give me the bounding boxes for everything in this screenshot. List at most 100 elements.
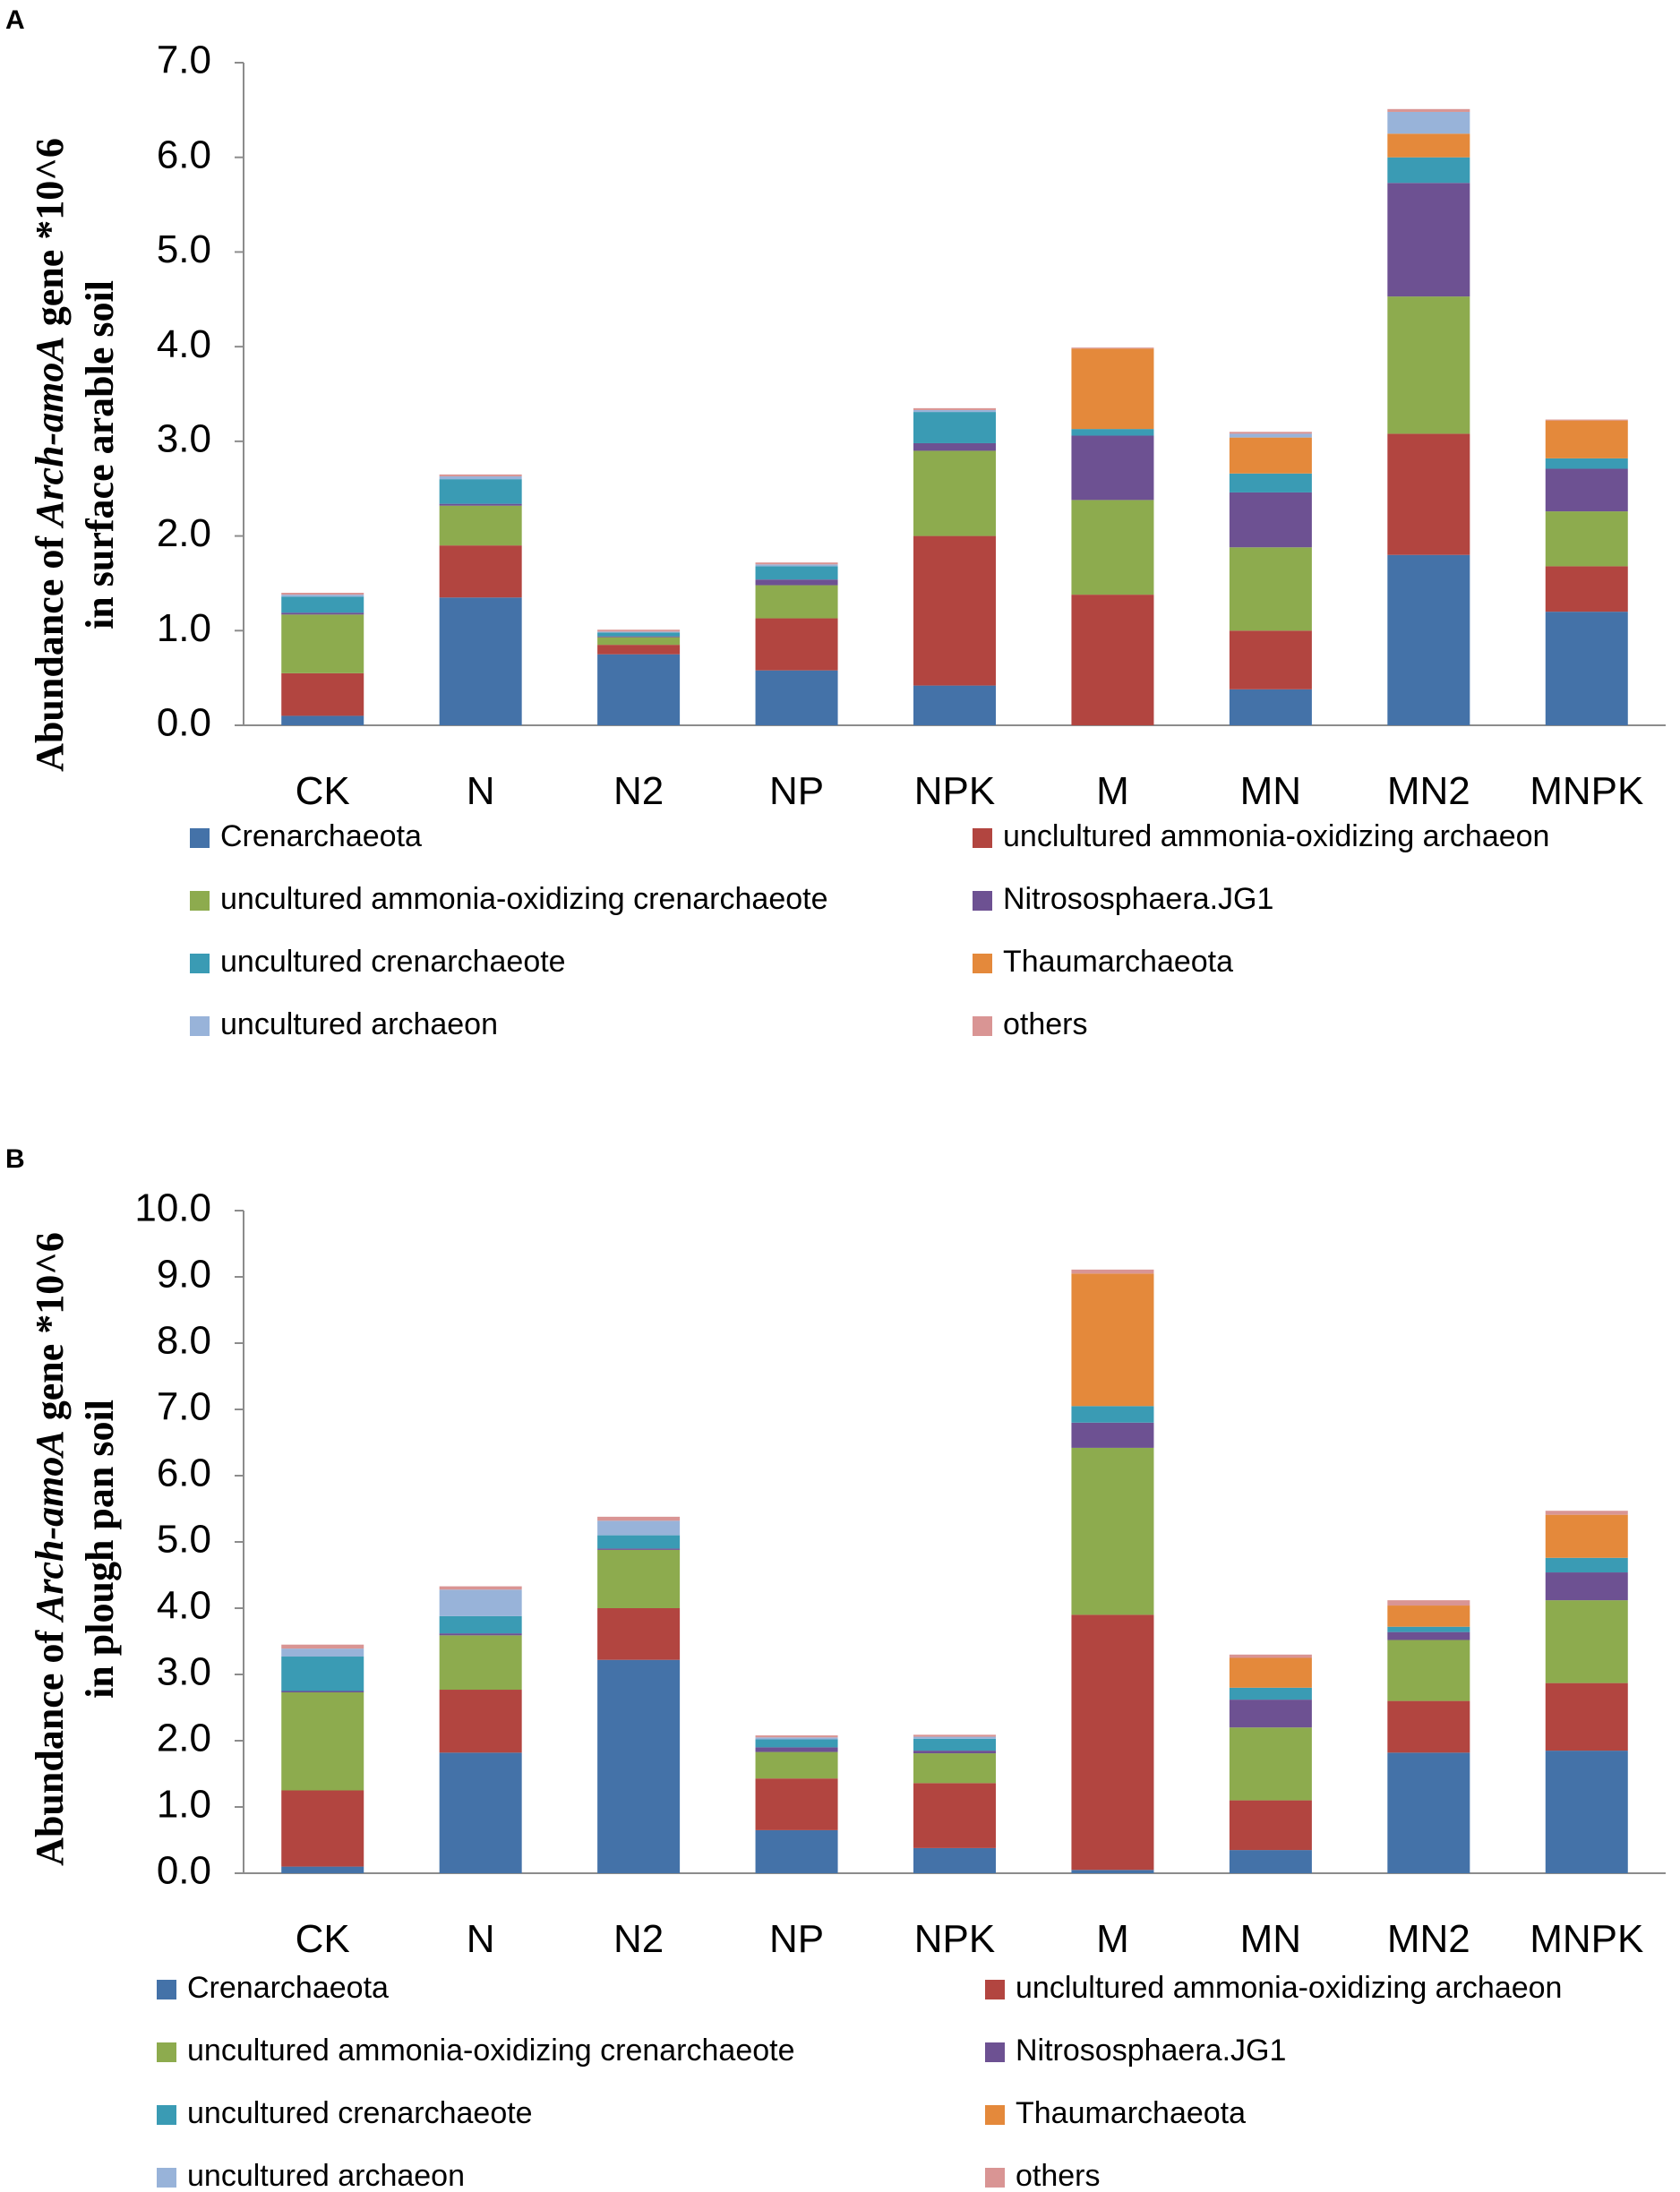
legend-item: Thaumarchaeota — [985, 2096, 1246, 2130]
legend-item: Nitrososphaera.JG1 — [973, 882, 1273, 916]
bar-segment — [1229, 689, 1312, 725]
bar-segment — [439, 475, 522, 480]
bar-segment — [597, 1535, 681, 1549]
legend-label: others — [1016, 2159, 1101, 2192]
bar-segment — [755, 1747, 838, 1752]
bar-segment — [1545, 1751, 1628, 1873]
bar-segment — [597, 1516, 681, 1521]
y-axis-title-gene-name: Arch-amoA — [28, 1430, 72, 1623]
bar-segment — [913, 1753, 996, 1784]
bar-segment — [1229, 1654, 1312, 1658]
legend-label: Nitrososphaera.JG1 — [1003, 882, 1273, 916]
x-category-label: MNPK — [1530, 769, 1643, 813]
bar-segment — [281, 672, 364, 716]
legend-label: uncultured crenarchaeote — [187, 2096, 533, 2130]
panel-label: A — [5, 5, 25, 35]
legend-swatch — [985, 2042, 1005, 2062]
bar-segment — [755, 564, 838, 567]
bar-stack-NPK — [913, 1734, 996, 1873]
y-axis-title-part: Abundance of — [28, 1621, 72, 1866]
bar-segment — [913, 1734, 996, 1737]
bar-segment — [1387, 1631, 1470, 1640]
legend-label: unclultured ammonia-oxidizing archaeon — [1016, 1971, 1562, 2005]
x-category-label: MN — [1240, 1917, 1301, 1961]
bar-segment — [1229, 630, 1312, 689]
legend-swatch — [157, 2105, 176, 2125]
x-category-label: CK — [296, 769, 350, 813]
bar-segment — [439, 474, 522, 476]
y-tick-label: 3.0 — [157, 1650, 211, 1694]
bar-segment — [1387, 1600, 1470, 1606]
bar-segment — [439, 1690, 522, 1753]
bar-segment — [913, 1736, 996, 1739]
x-category-label: CK — [296, 1917, 350, 1961]
bar-stack-MNPK — [1545, 1511, 1628, 1873]
y-tick-label: 8.0 — [157, 1319, 211, 1363]
legend-item: uncultured ammonia-oxidizing crenarchaeo… — [190, 882, 828, 916]
bar-segment — [755, 1739, 838, 1748]
y-axis-title-part: gene *10^6 — [28, 138, 72, 336]
y-axis-title: Abundance of Arch-amoA gene *10^6in plou… — [28, 1232, 122, 1866]
bar-segment — [1387, 554, 1470, 725]
legend-label: Thaumarchaeota — [1003, 945, 1233, 979]
bar-segment — [1071, 1406, 1154, 1423]
bar-segment — [1545, 566, 1628, 612]
legend-label: uncultured ammonia-oxidizing crenarchaeo… — [187, 2034, 795, 2068]
y-tick-label: 4.0 — [157, 322, 211, 366]
bar-stack-MN2 — [1387, 108, 1470, 725]
legend-item: others — [973, 1007, 1088, 1041]
legend: Crenarchaeota unclultured ammonia-oxidizi… — [190, 819, 1549, 1041]
bar-stack-N — [439, 1586, 522, 1873]
bar-stack-M — [1071, 347, 1154, 725]
bar-stack-NP — [755, 562, 838, 725]
bar-segment — [913, 407, 996, 410]
bar-segment — [597, 631, 681, 633]
bar-segment — [755, 1778, 838, 1830]
bar-stack-NPK — [913, 407, 996, 725]
bar-segment — [1387, 1752, 1470, 1873]
y-axis-title-line-1: Abundance of Arch-amoA gene *10^6 — [28, 1232, 72, 1866]
legend-item: uncultured archaeon — [190, 1007, 498, 1041]
bar-stack-MNPK — [1545, 419, 1628, 725]
bar-segment — [755, 1737, 838, 1740]
bar-segment — [1387, 1640, 1470, 1701]
x-category-label: N — [467, 769, 495, 813]
bar-segment — [1229, 1850, 1312, 1873]
legend-label: Crenarchaeota — [187, 1971, 389, 2005]
legend-label: Crenarchaeota — [220, 819, 422, 853]
legend-label: uncultured crenarchaeote — [220, 945, 566, 979]
y-axis-title-gene-name: Arch-amoA — [28, 336, 72, 529]
bar-segment — [597, 632, 681, 637]
y-tick-label: 10.0 — [134, 1186, 211, 1230]
bar-segment — [439, 1615, 522, 1634]
y-axis-title-line-1: Abundance of Arch-amoA gene *10^6 — [28, 138, 72, 772]
bar-segment — [913, 412, 996, 443]
bar-segment — [597, 1659, 681, 1873]
bar-segment — [1387, 111, 1470, 134]
bar-segment — [281, 1644, 364, 1649]
bar-stack-N2 — [597, 629, 681, 725]
bar-segment — [755, 1735, 838, 1738]
bar-segment — [1071, 595, 1154, 725]
bar-segment — [439, 1635, 522, 1691]
bar-segment — [755, 618, 838, 671]
legend-item: Thaumarchaeota — [973, 945, 1233, 979]
legend-item: Crenarchaeota — [157, 1971, 389, 2005]
bar-segment — [597, 1549, 681, 1608]
legend: Crenarchaeota unclultured ammonia-oxidizi… — [157, 1971, 1562, 2192]
x-category-label: N2 — [613, 1917, 664, 1961]
bar-segment — [1229, 1700, 1312, 1728]
legend-swatch — [973, 828, 992, 848]
bar-segment — [1071, 435, 1154, 501]
legend-label: uncultured archaeon — [187, 2159, 465, 2192]
bar-segment — [913, 1738, 996, 1751]
legend-swatch — [973, 954, 992, 973]
y-tick-label: 2.0 — [157, 1717, 211, 1760]
legend-swatch — [190, 891, 210, 911]
bar-segment — [1545, 419, 1628, 421]
bar-stack-N2 — [597, 1516, 681, 1873]
bar-segment — [913, 442, 996, 451]
bar-segment — [913, 1751, 996, 1754]
bar-segment — [755, 566, 838, 580]
